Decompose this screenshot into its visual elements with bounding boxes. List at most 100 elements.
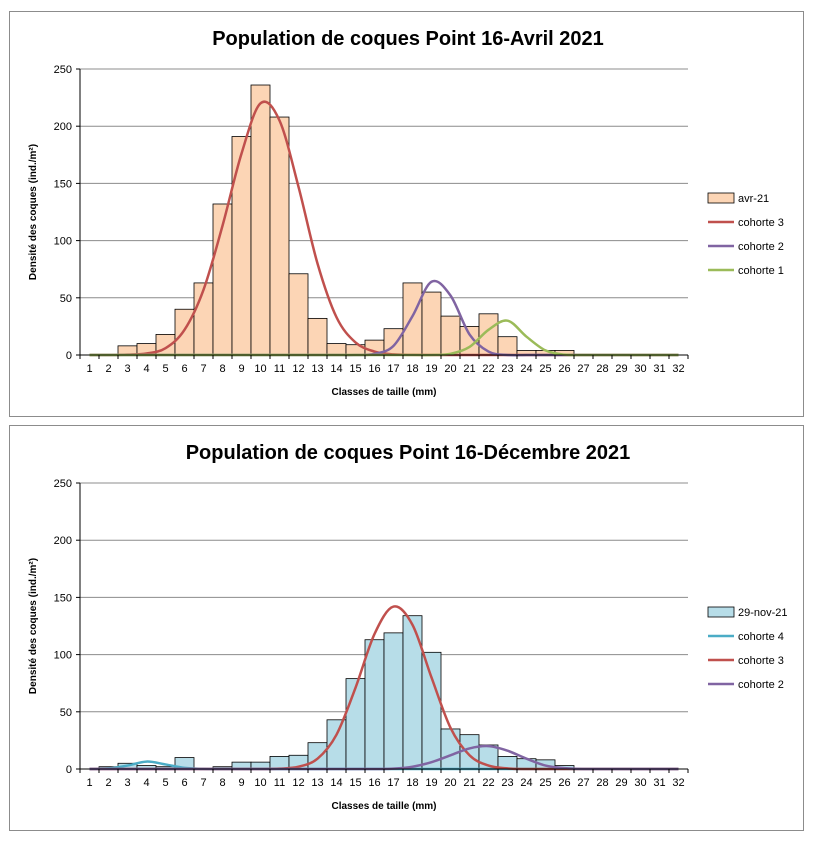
x-tick-label: 12 bbox=[292, 777, 304, 789]
y-tick-label: 250 bbox=[54, 64, 72, 76]
legend-swatch bbox=[707, 606, 735, 618]
x-tick-label: 18 bbox=[406, 363, 418, 375]
x-tick-label: 24 bbox=[520, 363, 532, 375]
x-tick-label: 31 bbox=[653, 363, 665, 375]
x-tick-label: 4 bbox=[143, 777, 149, 789]
x-tick-label: 14 bbox=[330, 363, 342, 375]
bar bbox=[288, 273, 309, 356]
x-axis-label: Classes de taille (mm) bbox=[331, 387, 436, 398]
bar bbox=[250, 84, 271, 356]
x-tick-label: 9 bbox=[238, 363, 244, 375]
legend-label: cohorte 1 bbox=[738, 265, 784, 277]
x-tick-label: 24 bbox=[520, 777, 532, 789]
bar bbox=[459, 734, 480, 770]
x-tick-label: 14 bbox=[330, 777, 342, 789]
bar bbox=[440, 728, 461, 770]
bar bbox=[307, 742, 328, 770]
x-tick-label: 7 bbox=[200, 363, 206, 375]
x-tick-label: 11 bbox=[274, 363, 285, 375]
bar bbox=[364, 639, 385, 770]
y-axis-label: Densité des coques (ind./m²) bbox=[28, 144, 39, 280]
bar bbox=[345, 678, 366, 770]
x-tick-label: 10 bbox=[254, 363, 266, 375]
x-tick-label: 31 bbox=[653, 777, 665, 789]
x-tick-label: 29 bbox=[615, 777, 627, 789]
bar bbox=[231, 136, 252, 356]
bar bbox=[421, 651, 442, 770]
legend-label: cohorte 3 bbox=[738, 217, 784, 229]
x-tick-label: 28 bbox=[596, 363, 608, 375]
x-tick-label: 15 bbox=[349, 777, 361, 789]
legend-label: cohorte 2 bbox=[738, 241, 784, 253]
bar bbox=[402, 282, 423, 356]
legend-swatch bbox=[707, 192, 735, 204]
x-tick-label: 19 bbox=[425, 777, 437, 789]
legend-label: avr-21 bbox=[738, 193, 769, 205]
x-tick-label: 30 bbox=[634, 363, 646, 375]
x-tick-label: 22 bbox=[482, 777, 494, 789]
legend-label: cohorte 2 bbox=[738, 679, 784, 691]
x-tick-label: 2 bbox=[105, 777, 111, 789]
x-tick-label: 6 bbox=[181, 363, 187, 375]
x-tick-label: 26 bbox=[558, 363, 570, 375]
x-tick-label: 32 bbox=[672, 363, 684, 375]
x-tick-label: 9 bbox=[238, 777, 244, 789]
x-tick-label: 21 bbox=[463, 777, 475, 789]
x-tick-label: 25 bbox=[539, 777, 551, 789]
bar bbox=[440, 315, 461, 356]
x-tick-label: 21 bbox=[463, 363, 475, 375]
x-tick-label: 17 bbox=[387, 777, 399, 789]
x-axis-label: Classes de taille (mm) bbox=[331, 801, 436, 812]
bar bbox=[497, 336, 518, 356]
chart-decembre: Population de coques Point 16-Décembre 2… bbox=[28, 442, 788, 812]
chart-avril: Population de coques Point 16-Avril 2021… bbox=[28, 28, 784, 398]
bar bbox=[421, 291, 442, 356]
x-tick-label: 20 bbox=[444, 777, 456, 789]
x-tick-label: 20 bbox=[444, 363, 456, 375]
chart-panel-decembre: Population de coques Point 16-Décembre 2… bbox=[9, 425, 804, 831]
x-tick-label: 27 bbox=[577, 777, 589, 789]
x-tick-label: 16 bbox=[368, 777, 380, 789]
x-tick-label: 12 bbox=[292, 363, 304, 375]
y-tick-label: 50 bbox=[60, 293, 72, 305]
x-tick-label: 3 bbox=[124, 363, 130, 375]
x-tick-label: 6 bbox=[181, 777, 187, 789]
x-tick-label: 3 bbox=[124, 777, 130, 789]
x-tick-label: 32 bbox=[672, 777, 684, 789]
bar bbox=[307, 317, 328, 356]
x-tick-label: 4 bbox=[143, 363, 149, 375]
bar bbox=[383, 632, 404, 770]
x-tick-label: 7 bbox=[200, 777, 206, 789]
y-tick-label: 0 bbox=[66, 764, 72, 776]
x-tick-label: 17 bbox=[387, 363, 399, 375]
legend-label: cohorte 3 bbox=[738, 655, 784, 667]
y-tick-label: 150 bbox=[54, 178, 72, 190]
x-tick-label: 29 bbox=[615, 363, 627, 375]
chart-title: Population de coques Point 16-Avril 2021 bbox=[212, 28, 604, 50]
y-tick-label: 50 bbox=[60, 707, 72, 719]
x-tick-label: 1 bbox=[86, 777, 92, 789]
x-tick-label: 13 bbox=[311, 363, 323, 375]
x-tick-label: 30 bbox=[634, 777, 646, 789]
x-tick-label: 18 bbox=[406, 777, 418, 789]
bar bbox=[269, 116, 290, 356]
y-tick-label: 250 bbox=[54, 478, 72, 490]
x-tick-label: 11 bbox=[274, 777, 285, 789]
legend-label: cohorte 4 bbox=[738, 631, 784, 643]
y-tick-label: 0 bbox=[66, 350, 72, 362]
x-tick-label: 25 bbox=[539, 363, 551, 375]
x-tick-label: 23 bbox=[501, 777, 513, 789]
y-axis-label: Densité des coques (ind./m²) bbox=[28, 558, 39, 694]
x-tick-label: 1 bbox=[86, 363, 92, 375]
x-tick-label: 13 bbox=[311, 777, 323, 789]
chart-panel-avril: Population de coques Point 16-Avril 2021… bbox=[9, 11, 804, 417]
x-tick-label: 5 bbox=[162, 777, 168, 789]
x-tick-label: 5 bbox=[162, 363, 168, 375]
y-tick-label: 150 bbox=[54, 592, 72, 604]
x-tick-label: 16 bbox=[368, 363, 380, 375]
bar bbox=[326, 343, 347, 356]
bar bbox=[193, 282, 214, 356]
y-tick-label: 100 bbox=[54, 650, 72, 662]
x-tick-label: 19 bbox=[425, 363, 437, 375]
x-tick-label: 10 bbox=[254, 777, 266, 789]
